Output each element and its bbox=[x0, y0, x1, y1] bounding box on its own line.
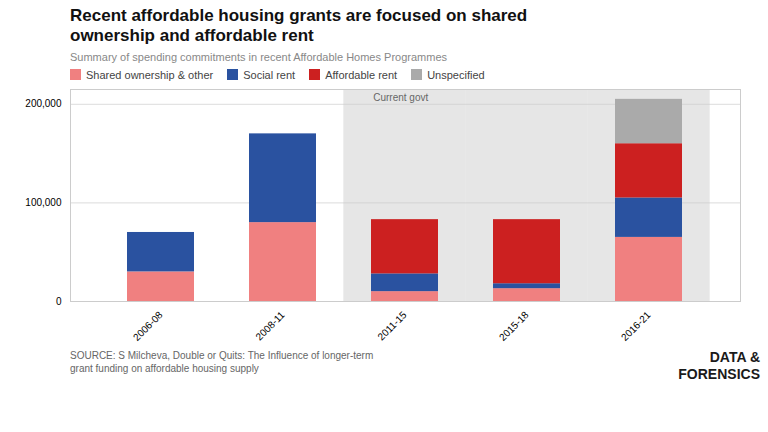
html-text:DATA & FORENSICS: DATA & FORENSICS bbox=[678, 348, 760, 382]
html-text:SOURCE: S Milcheva, Double or: SOURCE: S Milcheva, Double or Quits: The… bbox=[70, 349, 374, 375]
html-text:Shared ownership & other: Shared ownership & other bbox=[86, 68, 214, 81]
svg-text:2008-11: 2008-11 bbox=[253, 309, 287, 343]
svg-text:Current govt: Current govt bbox=[373, 91, 428, 102]
html-text:Summary of spending commitment: Summary of spending commitments in recen… bbox=[70, 50, 447, 63]
html-text:Affordable rent: Affordable rent bbox=[325, 68, 398, 81]
html-text:Social rent: Social rent bbox=[243, 68, 296, 81]
svg-text:200,000: 200,000 bbox=[25, 98, 62, 109]
svg-text:0: 0 bbox=[56, 295, 62, 306]
svg-text:2011-15: 2011-15 bbox=[375, 309, 409, 343]
html-text:Recent affordable housing gran: Recent affordable housing grants are foc… bbox=[70, 6, 528, 46]
svg-text:100,000: 100,000 bbox=[25, 197, 62, 208]
svg-text:2016-21: 2016-21 bbox=[619, 309, 653, 343]
svg-text:2015-18: 2015-18 bbox=[497, 309, 531, 343]
html-text:Unspecified: Unspecified bbox=[427, 68, 485, 81]
svg-text:2006-08: 2006-08 bbox=[131, 309, 165, 343]
